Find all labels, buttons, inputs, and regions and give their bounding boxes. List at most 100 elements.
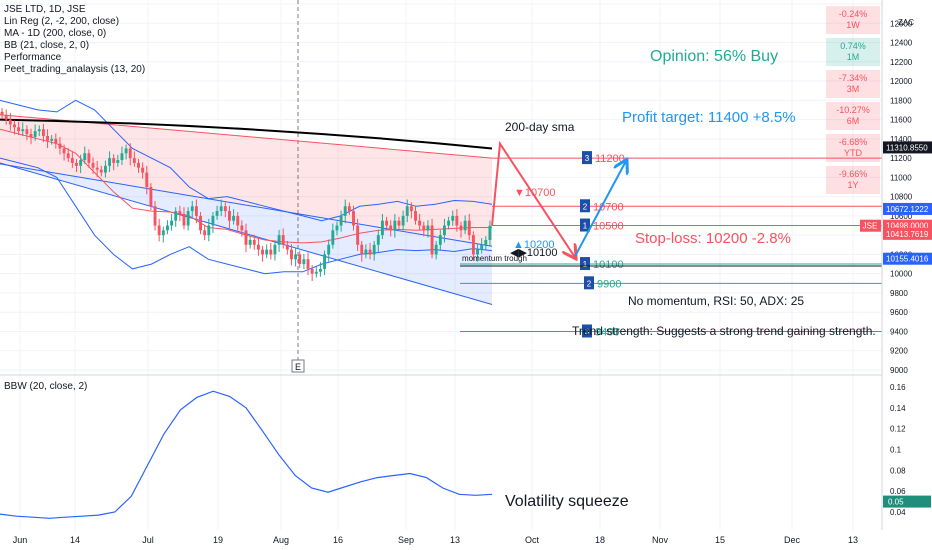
candle xyxy=(451,210,455,226)
legend-peet[interactable]: Peet_trading_analaysis (13, 20) xyxy=(4,64,146,75)
bbw-legend[interactable]: BBW (20, close, 2) xyxy=(4,381,88,392)
candle xyxy=(331,223,335,249)
candle xyxy=(447,216,451,230)
level-9900: 2 9900 xyxy=(460,276,882,290)
perf-period: YTD xyxy=(844,148,863,158)
candle-body xyxy=(401,215,405,226)
candle-body xyxy=(323,254,327,269)
candle xyxy=(145,165,149,195)
legend-bb[interactable]: BB (21, close, 2, 0) xyxy=(4,40,90,51)
legend-ma[interactable]: MA - 1D (200, close, 0) xyxy=(4,28,107,39)
legend-symbol[interactable]: JSE LTD, 1D, JSE xyxy=(4,4,86,15)
candle-body xyxy=(484,239,488,245)
price-badge-text: 10155.4016 xyxy=(886,255,929,264)
level-10700: 2 10700 xyxy=(492,199,882,213)
candle xyxy=(323,250,327,276)
x-tick-label: 14 xyxy=(70,535,80,545)
candle xyxy=(182,207,186,230)
perf-value: -9.66% xyxy=(839,169,868,179)
candle xyxy=(58,136,62,155)
candle-body xyxy=(165,225,169,231)
candle xyxy=(108,151,112,172)
sell-signal-label: ▼10700 xyxy=(514,187,555,199)
candle-body xyxy=(211,215,215,226)
perf-period: 6M xyxy=(847,116,860,126)
candle xyxy=(335,221,339,236)
y-tick-label: 9400 xyxy=(890,327,908,336)
candle-body xyxy=(443,225,446,236)
bbw-badge-bg xyxy=(883,495,931,508)
mid-signal-label: ◀▶10100 xyxy=(510,247,558,259)
candle-body xyxy=(471,235,475,255)
level-tag xyxy=(580,199,590,213)
price-badge: 10672.1222 xyxy=(883,202,932,215)
candle xyxy=(438,229,442,251)
candle-body xyxy=(360,244,364,255)
perf-value: -0.24% xyxy=(839,9,868,19)
candle-body xyxy=(405,206,409,216)
candle-body xyxy=(132,158,136,163)
candle xyxy=(178,205,182,222)
y-tick-label: 12000 xyxy=(890,77,913,86)
candle-body xyxy=(269,249,273,255)
candle xyxy=(240,220,244,237)
candle xyxy=(170,213,174,231)
x-tick-label: 18 xyxy=(595,535,605,545)
perf-cell-bg xyxy=(826,6,880,34)
trend-text: Trend strength: Suggests a strong trend … xyxy=(572,324,876,338)
candle xyxy=(248,236,252,249)
level-label: 9400 xyxy=(595,326,619,338)
candle xyxy=(476,244,479,262)
bbw-panel xyxy=(0,390,493,519)
candle-body xyxy=(273,244,277,255)
candle-body xyxy=(455,215,459,226)
candle xyxy=(137,159,140,173)
candle xyxy=(66,147,70,162)
candle xyxy=(165,220,169,235)
bb-lower xyxy=(0,157,493,275)
candle xyxy=(103,160,107,178)
bb-upper xyxy=(0,99,493,222)
candle xyxy=(124,144,128,160)
candle xyxy=(306,252,310,276)
candle-body xyxy=(215,211,219,216)
x-tick-label: Jul xyxy=(142,535,154,545)
candle xyxy=(343,199,347,224)
candle xyxy=(426,220,430,238)
candle-body xyxy=(380,220,384,236)
candle xyxy=(302,253,306,270)
legend-performance[interactable]: Performance xyxy=(4,52,62,63)
candle-body xyxy=(83,153,87,161)
candle-body xyxy=(25,129,29,135)
candle xyxy=(294,247,298,267)
candle xyxy=(207,218,211,242)
bbw-tick-label: 0.1 xyxy=(890,446,902,455)
candle-body xyxy=(137,162,140,168)
candle-body xyxy=(318,268,322,272)
bbw-tick-label: 0.16 xyxy=(890,383,906,392)
candle-body xyxy=(70,158,74,163)
candle xyxy=(480,238,484,254)
level-tag-text: 2 xyxy=(583,202,588,211)
candle-body xyxy=(476,249,479,255)
level-tag-text: 3 xyxy=(585,154,590,163)
currency-label: ZAC xyxy=(898,18,914,27)
legend-linreg[interactable]: Lin Reg (2, -2, 200, close) xyxy=(4,16,120,27)
price-badge: 11310.8550 xyxy=(883,141,932,154)
arrow-down xyxy=(491,140,575,258)
momentum-trough-label: momentum trough xyxy=(462,254,527,263)
candle-body xyxy=(265,249,269,255)
candle-body xyxy=(298,254,302,265)
level-11200: 3 11200 xyxy=(492,151,882,165)
candle xyxy=(356,218,360,251)
candle xyxy=(50,134,54,145)
candle-body xyxy=(128,148,132,159)
y-tick-label: 9800 xyxy=(890,289,908,298)
candle-body xyxy=(252,239,256,245)
x-tick-label: 16 xyxy=(333,535,343,545)
candle-body xyxy=(62,148,66,154)
candle-body xyxy=(418,220,422,226)
y-tick-label: 10000 xyxy=(890,270,913,279)
